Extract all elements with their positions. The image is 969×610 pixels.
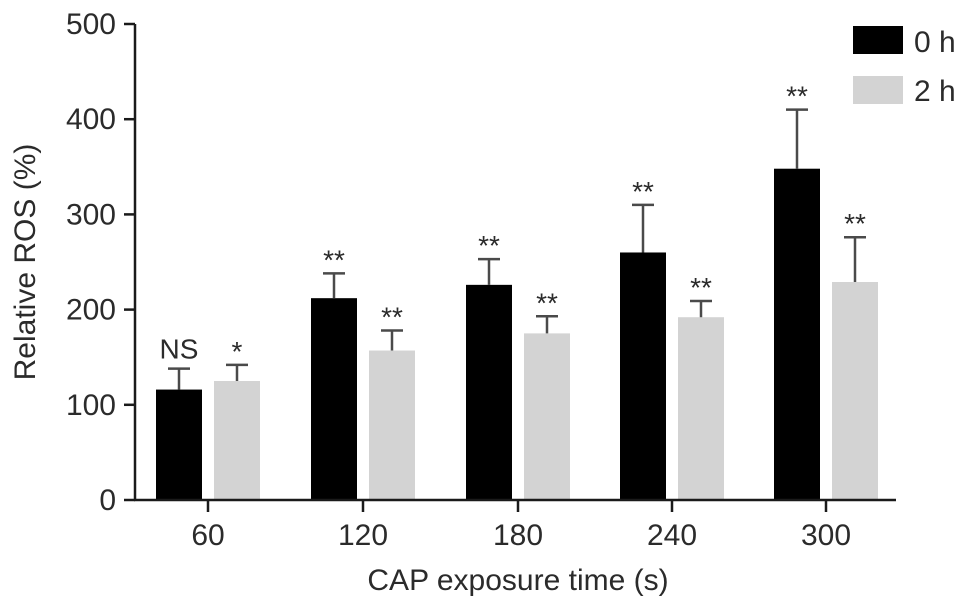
legend-swatch-2h <box>853 76 903 104</box>
y-axis-ticks: 0 100 200 300 400 500 <box>66 8 135 517</box>
error-bar <box>536 315 558 334</box>
bar-2h-240 <box>678 317 724 500</box>
x-tick-label: 120 <box>338 519 388 552</box>
y-tick-label: 400 <box>66 103 116 136</box>
legend-label-2h: 2 h <box>914 75 956 108</box>
significance-labels: NS** ********* ** **** <box>160 81 866 367</box>
error-bar <box>844 235 866 282</box>
significance-label: ** <box>536 287 558 318</box>
bar-2h-60 <box>214 381 260 500</box>
legend: 0 h 2 h <box>853 26 956 108</box>
significance-label: ** <box>632 176 654 207</box>
x-axis-ticks: 60 120 180 240 300 <box>191 500 851 552</box>
y-axis-title: Relative ROS (%) <box>9 144 42 381</box>
significance-label: ** <box>690 272 712 303</box>
significance-label: ** <box>478 230 500 261</box>
significance-label: ** <box>844 208 866 239</box>
x-tick-label: 180 <box>493 519 543 552</box>
error-bar <box>786 108 808 169</box>
significance-label: * <box>232 336 243 367</box>
error-bar <box>690 299 712 318</box>
y-tick-label: 0 <box>99 484 116 517</box>
error-bar <box>632 203 654 253</box>
error-bar <box>381 329 403 351</box>
bar-0h-240 <box>620 252 666 500</box>
bars <box>156 168 878 501</box>
error-bars <box>168 108 866 390</box>
significance-label: ** <box>323 244 345 275</box>
legend-label-0h: 0 h <box>914 26 956 59</box>
error-bar <box>323 272 345 299</box>
x-tick-label: 60 <box>191 519 224 552</box>
bar-0h-60 <box>156 389 202 500</box>
x-tick-label: 300 <box>801 519 851 552</box>
bar-2h-120 <box>369 350 415 500</box>
significance-label: ** <box>381 302 403 333</box>
y-tick-label: 500 <box>66 8 116 41</box>
bar-2h-300 <box>832 281 878 500</box>
y-tick-label: 200 <box>66 294 116 327</box>
legend-swatch-0h <box>853 26 903 54</box>
x-axis-title: CAP exposure time (s) <box>367 564 668 597</box>
bar-0h-180 <box>466 284 512 500</box>
bar-0h-120 <box>311 298 357 500</box>
error-bar <box>168 367 190 390</box>
significance-label: ** <box>786 81 808 112</box>
significance-label: NS <box>160 334 199 365</box>
y-tick-label: 100 <box>66 389 116 422</box>
y-tick-label: 300 <box>66 198 116 231</box>
bar-0h-300 <box>774 168 820 501</box>
error-bar <box>226 363 248 381</box>
bar-2h-180 <box>524 333 570 500</box>
x-tick-label: 240 <box>647 519 697 552</box>
error-bar <box>478 257 500 285</box>
